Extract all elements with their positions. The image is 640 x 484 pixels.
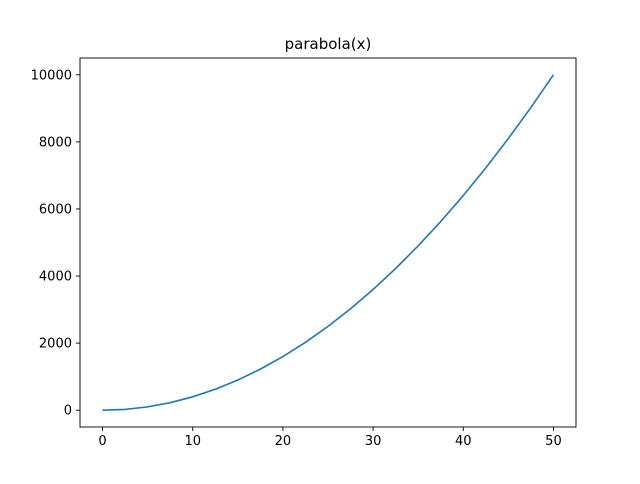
x-tick-label: 40 (455, 434, 472, 449)
x-tick-label: 30 (365, 434, 382, 449)
y-tick-label: 8000 (39, 135, 72, 150)
y-tick-label: 10000 (31, 68, 72, 83)
chart-title: parabola(x) (285, 35, 372, 53)
x-tick-label: 10 (184, 434, 201, 449)
x-tick-label: 0 (98, 434, 106, 449)
y-tick-label: 0 (64, 404, 72, 419)
x-tick-label: 50 (545, 434, 562, 449)
y-tick-label: 6000 (39, 202, 72, 217)
x-tick-label: 20 (275, 434, 292, 449)
y-tick-label: 2000 (39, 337, 72, 352)
plot-frame (79, 57, 577, 428)
y-tick-label: 4000 (39, 270, 72, 285)
series-line-1 (102, 74, 555, 412)
